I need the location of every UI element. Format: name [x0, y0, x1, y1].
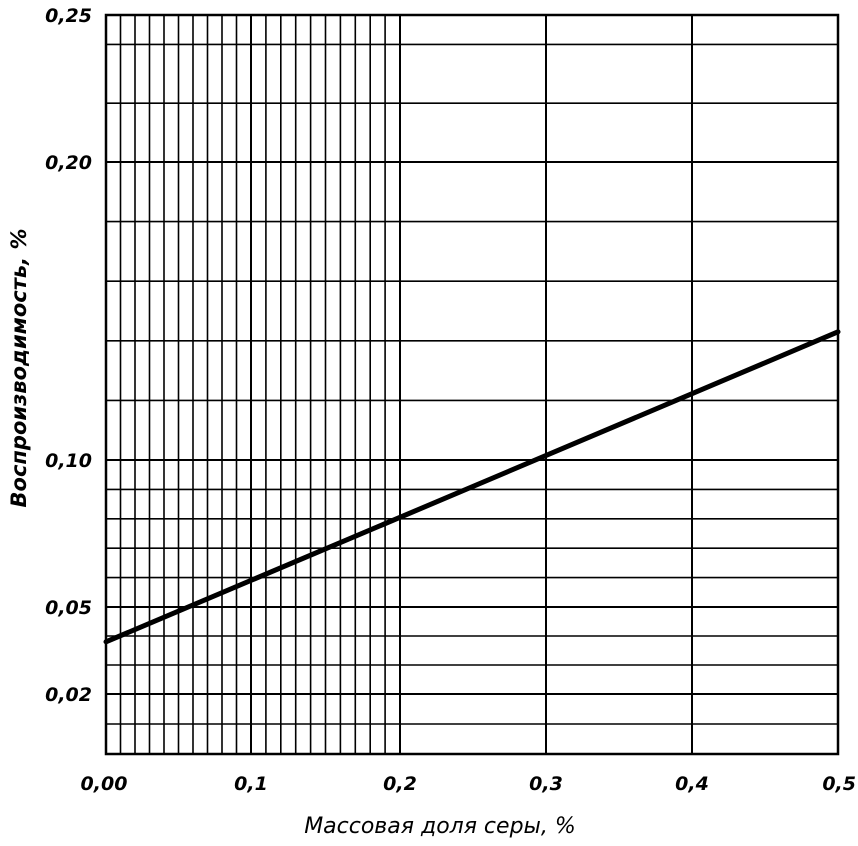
tick-labels: 0,02 0,05 0,10 0,20 0,25 0,00 0,1 0,2 0,3 0,4 0,5 — [45, 5, 856, 795]
y-tick-label: 0,25 — [45, 5, 92, 27]
y-axis-label: Воспроизводимость, % — [7, 229, 31, 508]
x-tick-label: 0,5 — [822, 773, 856, 795]
y-tick-label: 0,02 — [45, 684, 92, 706]
x-axis-label: Массовая доля серы, % — [304, 814, 576, 839]
series-line — [103, 329, 841, 645]
y-tick-label: 0,05 — [45, 597, 92, 619]
plot-frame — [104, 13, 840, 756]
y-tick-label: 0,20 — [45, 152, 92, 174]
x-tick-label: 0,3 — [529, 773, 563, 795]
y-tick-label: 0,10 — [45, 450, 92, 472]
x-tick-label: 0,1 — [234, 773, 268, 795]
x-tick-label: 0,2 — [383, 773, 417, 795]
x-tick-label: 0,00 — [81, 773, 128, 795]
series-layer — [103, 329, 841, 645]
grid — [104, 13, 840, 756]
x-tick-label: 0,4 — [675, 773, 709, 795]
